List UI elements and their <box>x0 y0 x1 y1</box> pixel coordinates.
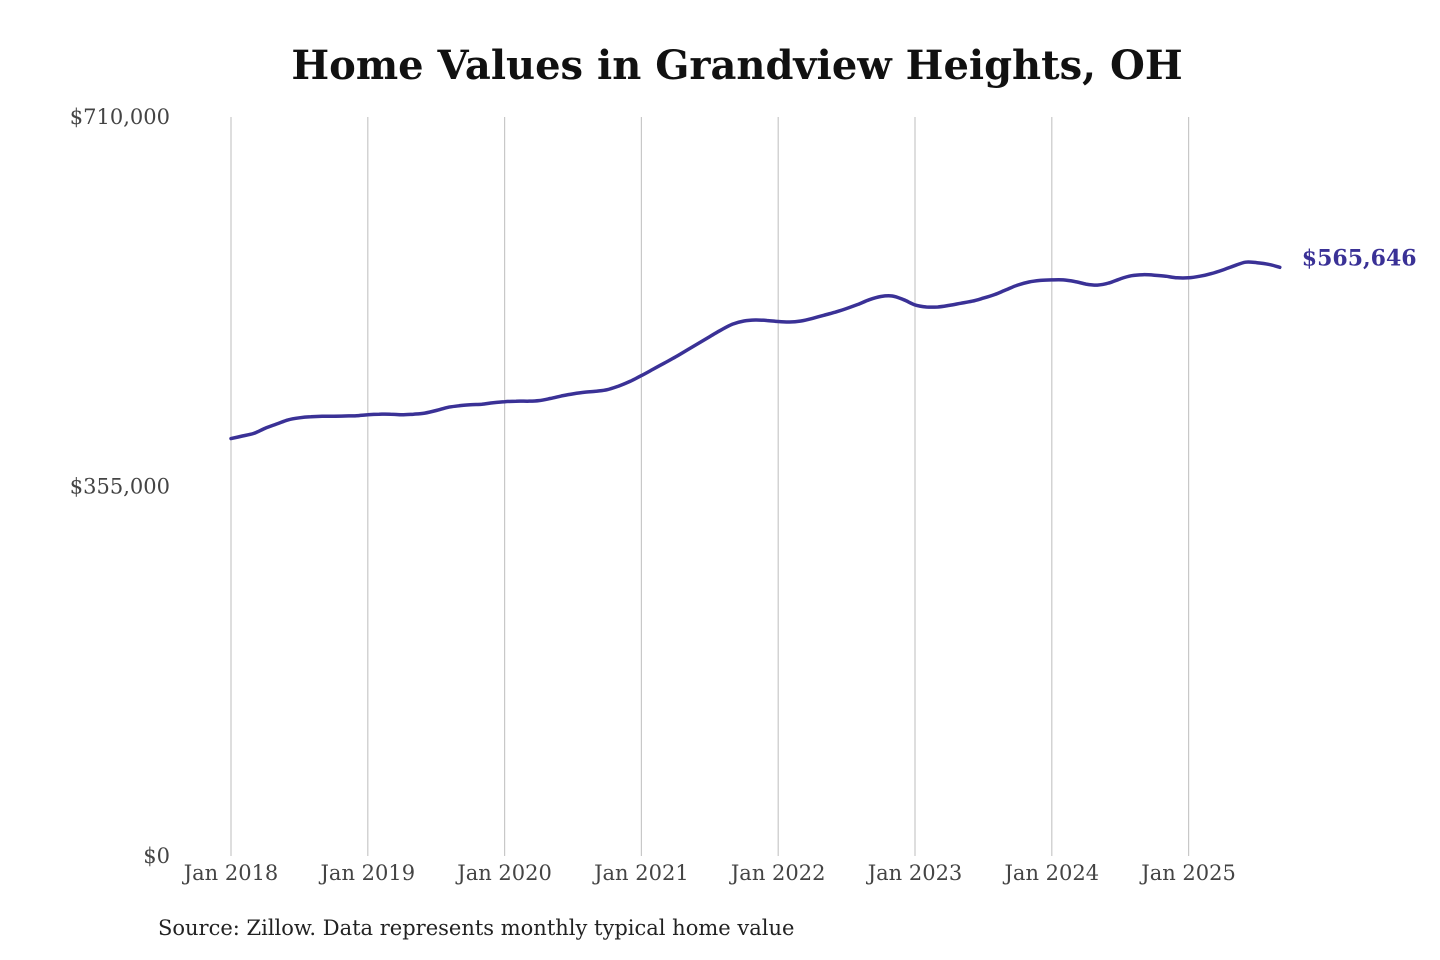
x-tick-label: Jan 2024 <box>1003 861 1100 885</box>
x-tick-label: Jan 2025 <box>1139 861 1236 885</box>
y-tick-label: $0 <box>143 844 170 868</box>
y-tick-label: $355,000 <box>70 475 170 499</box>
x-tick-label: Jan 2022 <box>729 861 826 885</box>
x-tick-label: Jan 2018 <box>182 861 279 885</box>
x-tick-label: Jan 2021 <box>592 861 689 885</box>
x-tick-label: Jan 2020 <box>455 861 552 885</box>
y-axis: $0 $355,000 $710,000 <box>70 105 170 868</box>
chart-title: Home Values in Grandview Heights, OH <box>291 42 1183 89</box>
end-value-label: $565,646 <box>1302 245 1417 271</box>
gridlines <box>230 117 1190 856</box>
source-note: Source: Zillow. Data represents monthly … <box>158 916 795 940</box>
x-tick-label: Jan 2023 <box>866 861 963 885</box>
y-tick-label: $710,000 <box>70 105 170 129</box>
x-tick-label: Jan 2019 <box>319 861 416 885</box>
x-axis: Jan 2018 Jan 2019 Jan 2020 Jan 2021 Jan 2022… <box>182 861 1236 885</box>
series-line <box>229 260 1282 441</box>
